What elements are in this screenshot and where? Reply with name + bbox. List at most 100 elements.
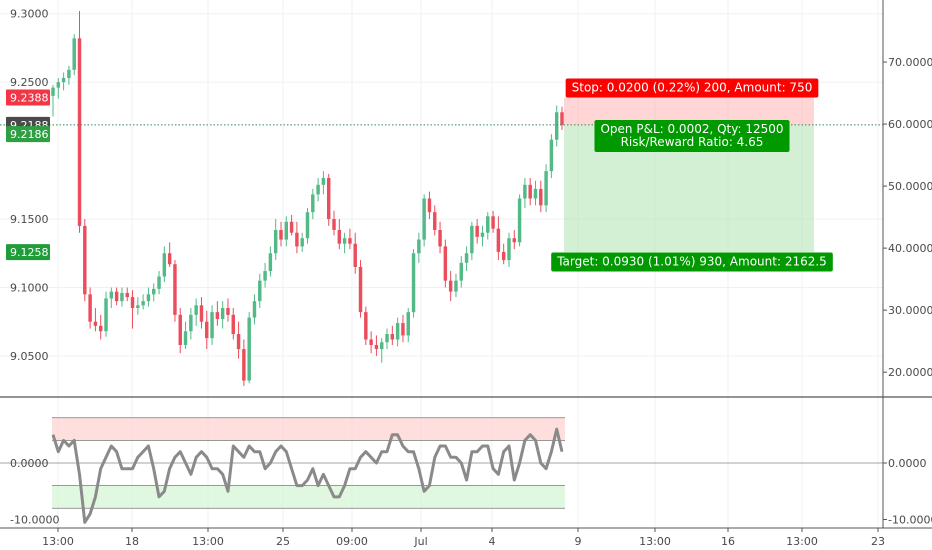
candle-body (146, 294, 151, 302)
candle-body (427, 198, 432, 213)
time-axis-tick: 4 (489, 535, 496, 548)
candle-body (67, 69, 71, 79)
candle-body (300, 238, 304, 247)
time-axis-tick: 13:00 (639, 535, 671, 548)
left-axis-tick: 9.3000 (10, 8, 49, 21)
candle-body (512, 238, 517, 243)
candle-body (337, 229, 342, 244)
oscillator-left-tick: 0.0000 (10, 457, 49, 470)
candle-body (316, 184, 320, 195)
time-axis-tick: 13:00 (192, 535, 224, 548)
right-axis-tick: 50.0000 (888, 180, 932, 193)
stop-label: Stop: 0.0200 (0.22%) 200, Amount: 750 (572, 81, 813, 95)
candle-body (120, 292, 124, 302)
left-axis-tick: 9.2500 (10, 76, 49, 89)
candle-body (289, 221, 294, 233)
candle-body (305, 212, 310, 239)
candle-body (88, 294, 92, 322)
stop-label-box[interactable] (565, 78, 819, 98)
right-axis-tick: 60.0000 (888, 118, 932, 131)
right-axis-tick: 30.0000 (888, 304, 932, 317)
candle-body (141, 301, 145, 306)
candle-body (501, 251, 506, 261)
price-badge (6, 244, 50, 261)
candle-body (152, 288, 156, 295)
candle-body (114, 291, 119, 302)
candle-body (125, 292, 129, 298)
time-axis-tick: 9 (575, 535, 582, 548)
oversold-band (52, 485, 565, 509)
candle-body (220, 308, 225, 319)
candle-body (448, 280, 453, 292)
left-axis-tick: 9.1500 (10, 213, 49, 226)
candle-body (83, 225, 87, 295)
candle-body (162, 253, 167, 277)
candle-body (210, 312, 214, 339)
candle-body (528, 184, 532, 199)
time-axis-tick: 13:00 (42, 535, 74, 548)
time-axis-tick: 16 (721, 535, 735, 548)
pnl-label-box[interactable] (594, 120, 790, 152)
candle-body (454, 280, 458, 292)
candle-body (242, 349, 246, 381)
time-axis-tick: 13:00 (786, 535, 818, 548)
oscillator-right-tick: 0.0000 (888, 457, 927, 470)
candle-body (438, 229, 442, 247)
time-axis-tick: 09:00 (336, 535, 368, 548)
candle-body (385, 334, 389, 343)
price-badge-text: 9.2388 (10, 91, 49, 104)
candle-body (496, 228, 501, 252)
candle-body (231, 314, 235, 335)
candle-body (72, 38, 76, 70)
candle-body (406, 312, 410, 336)
candle-body (390, 334, 395, 340)
candle-body (401, 323, 405, 336)
candle-body (215, 312, 220, 319)
right-axis-tick: 40.0000 (888, 242, 932, 255)
candle-body (342, 238, 347, 244)
target-label-box[interactable] (551, 252, 833, 272)
candles (51, 10, 564, 387)
position-labels: Stop: 0.0200 (0.22%) 200, Amount: 750 Op… (551, 78, 833, 272)
candle-body (98, 325, 103, 332)
candle-body (364, 312, 368, 340)
candle-body (507, 238, 511, 261)
time-axis-tick: 23 (871, 535, 885, 548)
candle-body (51, 87, 55, 96)
candle-body (395, 323, 400, 340)
candle-body (369, 339, 373, 345)
candle-body (539, 188, 543, 206)
candle-body (279, 229, 283, 240)
candle-body (443, 246, 448, 281)
candle-body (173, 264, 177, 315)
candle-body (263, 271, 267, 281)
candle-body (247, 317, 251, 381)
candle-body (332, 219, 336, 230)
candle-body (380, 342, 384, 350)
candle-body (411, 253, 416, 313)
candle-body (109, 291, 114, 299)
candle-body (273, 229, 278, 254)
candle-body (464, 253, 469, 263)
candle-body (517, 198, 522, 243)
candle-body (236, 334, 241, 350)
overbought-band (52, 417, 565, 441)
candle-body (93, 321, 98, 326)
candle-body (353, 243, 357, 267)
candle-body (199, 305, 204, 322)
candle-body (554, 112, 559, 140)
candle-body (348, 238, 352, 244)
oscillator-bands (0, 417, 883, 509)
candle-body (422, 198, 426, 240)
candle-body (486, 216, 490, 233)
candle-body (491, 216, 495, 229)
candle-body (475, 225, 479, 237)
candle-body (226, 308, 230, 315)
candle-body (189, 314, 193, 332)
target-label: Target: 0.0930 (1.01%) 930, Amount: 2162… (556, 255, 827, 269)
candle-body (549, 139, 554, 172)
risk-reward-label: Risk/Reward Ratio: 4.65 (621, 135, 764, 149)
price-badge (6, 89, 50, 106)
